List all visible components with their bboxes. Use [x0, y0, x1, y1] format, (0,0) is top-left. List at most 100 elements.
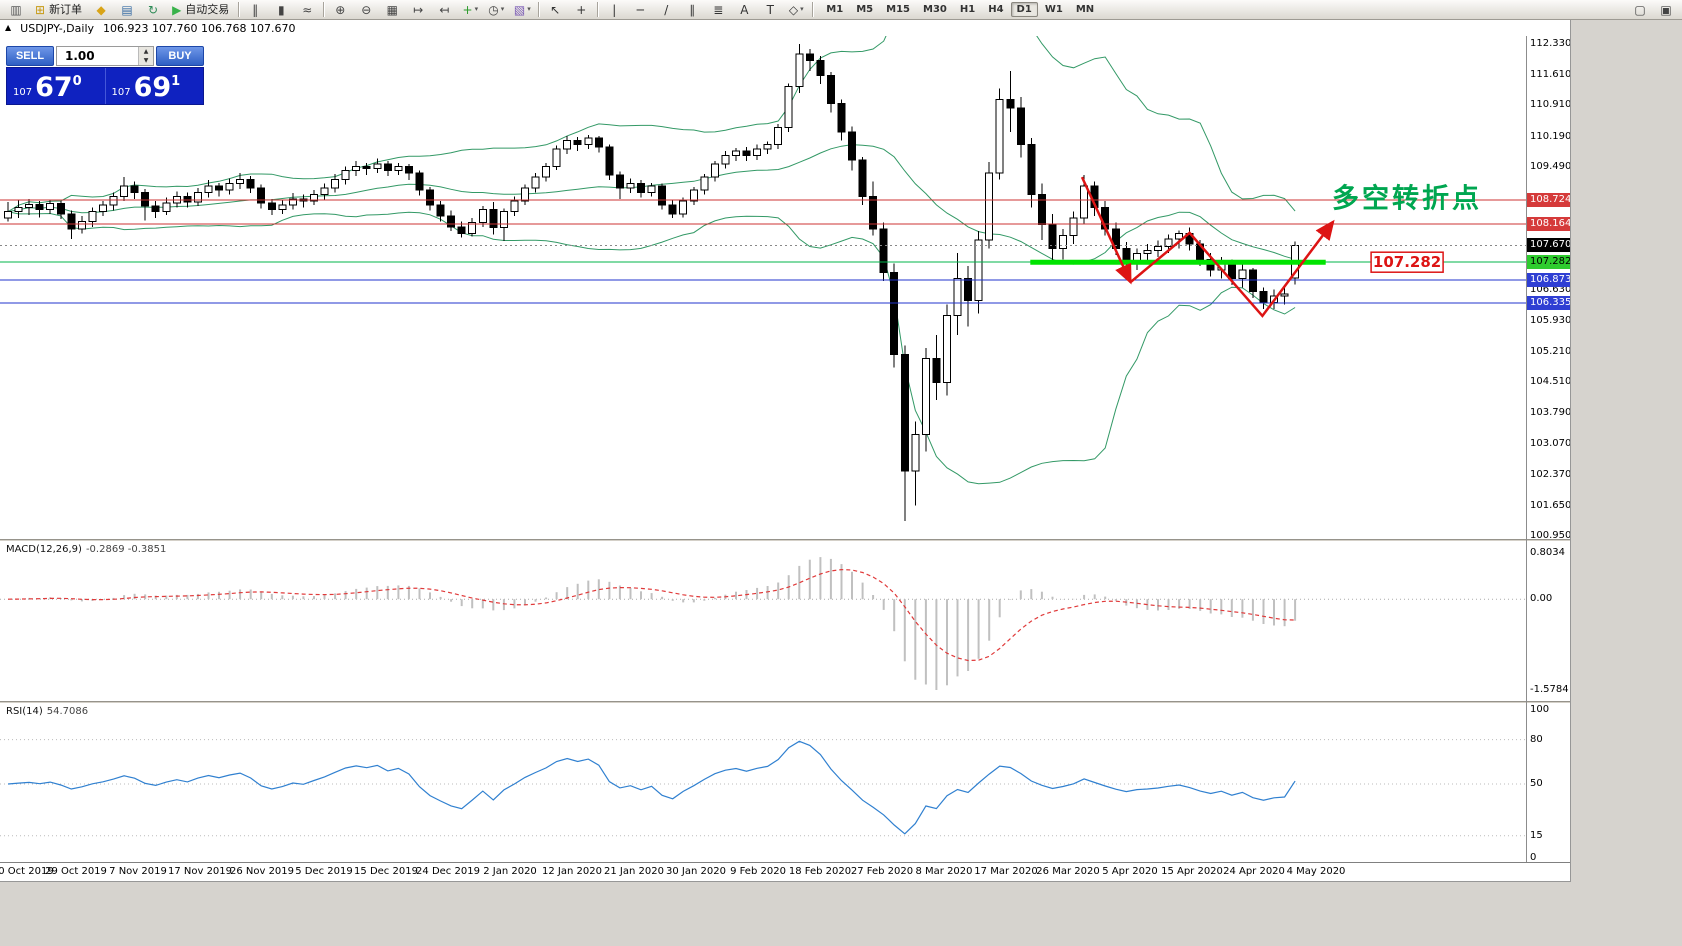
price-tick-104.510: 104.510	[1530, 376, 1571, 388]
new-window-icon[interactable]: ▢	[1627, 0, 1653, 19]
buy-price-big: 69	[133, 72, 172, 103]
price-tick-112.330: 112.330	[1530, 38, 1571, 49]
time-tick: 26 Nov 2019	[229, 866, 295, 877]
timeframe-m15[interactable]: M15	[886, 4, 911, 15]
volume-up-icon[interactable]: ▲	[139, 47, 153, 56]
periods-button[interactable]: ◷ ▾	[483, 0, 509, 19]
line-chart-mode-icon[interactable]: ≈	[294, 0, 320, 19]
timeframe-m5[interactable]: M5	[856, 4, 874, 15]
macd-histogram	[17, 557, 1297, 690]
time-tick: 15 Dec 2019	[354, 866, 418, 877]
templates-button[interactable]: ▧ ▾	[509, 0, 535, 19]
autotrading-glyph: ▶	[172, 2, 182, 17]
channel-icon[interactable]: ∥	[679, 0, 705, 19]
autotrading-button-label: 自动交易	[185, 3, 230, 16]
trendline-icon-glyph: /	[664, 2, 669, 17]
auto-scroll-icon[interactable]: ↦	[405, 0, 431, 19]
time-tick: 9 Feb 2020	[730, 866, 786, 877]
time-tick: 15 Apr 2020	[1161, 866, 1223, 877]
macd-splitter[interactable]	[0, 539, 1570, 542]
zoom-out-icon[interactable]: ⊖	[353, 0, 379, 19]
tile-windows-icon[interactable]: ▦	[379, 0, 405, 19]
buy-button[interactable]: BUY	[156, 46, 204, 66]
metaeditor-icon[interactable]: ◆	[88, 0, 114, 19]
price-tick-103.790: 103.790	[1530, 407, 1571, 419]
price-badge-106.873: 106.873	[1527, 272, 1570, 287]
toolbar-separator	[238, 2, 240, 17]
shapes-button-caret-icon: ▾	[800, 5, 804, 13]
price-badge-108.164: 108.164	[1527, 217, 1570, 232]
crosshair-icon[interactable]: +	[568, 0, 594, 19]
shapes-button[interactable]: ◇ ▾	[783, 0, 809, 19]
rsi-line	[7, 740, 1296, 835]
zoom-in-icon[interactable]: ⊕	[327, 0, 353, 19]
refresh-icon[interactable]: ↻	[140, 0, 166, 19]
bear-candles	[35, 53, 1268, 472]
new-window-icon-glyph: ▢	[1634, 2, 1646, 17]
turning-point-annotation: 多空转折点	[1332, 182, 1482, 214]
buy-price-sup: 1	[171, 74, 181, 89]
zoom-in-icon-glyph: ⊕	[335, 2, 346, 17]
chart-window-icon[interactable]: ▥	[3, 0, 29, 19]
sell-price-big: 67	[35, 72, 73, 103]
macd-signal-line	[7, 568, 1296, 662]
price-tick-105.930: 105.930	[1530, 314, 1571, 326]
sell-price[interactable]: 107 67 0	[7, 68, 105, 104]
label-icon[interactable]: T	[757, 0, 783, 19]
toolbar-separator	[323, 2, 325, 17]
symbol-title: USDJPY-,Daily	[20, 21, 95, 35]
volume-field[interactable]: 1.00 ▲ ▼	[56, 46, 154, 66]
time-tick: 12 Jan 2020	[542, 866, 602, 877]
timeframe-w1[interactable]: W1	[1044, 4, 1063, 15]
timeframe-h4[interactable]: H4	[988, 4, 1004, 15]
text-icon[interactable]: A	[731, 0, 757, 19]
time-tick: 26 Mar 2020	[1036, 866, 1100, 877]
buy-price[interactable]: 107 69 1	[106, 68, 204, 104]
sell-button[interactable]: SELL	[6, 46, 54, 66]
symbol-strip: ▲ USDJPY-,Daily 106.923 107.760 106.768 …	[0, 20, 1570, 36]
vertical-line-icon[interactable]: |	[601, 0, 627, 19]
window-list-icon[interactable]: ▣	[1653, 0, 1679, 19]
time-tick: 8 Mar 2020	[915, 866, 973, 877]
chart-shift-icon[interactable]: ↤	[431, 0, 457, 19]
timeframe-h1[interactable]: H1	[959, 4, 976, 15]
time-tick: 27 Feb 2020	[850, 866, 914, 877]
indicators-button-caret-icon: ▾	[474, 5, 479, 13]
price-tick-111.610: 111.610	[1530, 69, 1571, 81]
price-display: 107 67 0 107 69 1	[6, 67, 204, 105]
timeframe-mn[interactable]: MN	[1075, 4, 1095, 15]
timeframe-d1[interactable]: D1	[1010, 2, 1038, 17]
timeframe-m30[interactable]: M30	[923, 4, 947, 15]
horizontal-line-icon-glyph: ─	[636, 2, 644, 17]
volume-down-icon[interactable]: ▼	[139, 56, 153, 65]
candlestick-mode-icon[interactable]: ▮	[268, 0, 294, 19]
fibonacci-icon[interactable]: ≣	[705, 0, 731, 19]
zoom-out-icon-glyph: ⊖	[361, 2, 372, 17]
autotrading-button[interactable]: ▶ 自动交易	[166, 0, 235, 19]
vertical-line-icon-glyph: |	[612, 2, 617, 17]
new-order-button[interactable]: ⊞ 新订单	[29, 0, 88, 19]
cursor-icon-glyph: ↖	[550, 2, 561, 17]
indicators-button[interactable]: + ▾	[457, 0, 483, 19]
panel-toggle-icon[interactable]: ▲	[5, 23, 12, 32]
time-axis[interactable]: 0 Oct 2019 29 Oct 2019 7 Nov 2019 17 Nov 20…	[0, 862, 1570, 881]
bar-chart-mode-icon-glyph: ‖	[252, 2, 259, 17]
rsi-tick-15: 15	[1530, 829, 1543, 841]
cursor-icon[interactable]: ↖	[542, 0, 568, 19]
horizontal-line-icon[interactable]: ─	[627, 0, 653, 19]
periods-glyph: ◷	[488, 2, 499, 17]
rsi-chart[interactable]	[0, 704, 1526, 861]
timeframe-buttons: M1 M5 M15 M30 H1 H4 D1 W1 MN	[820, 2, 1100, 17]
price-tick-109.490: 109.490	[1530, 160, 1571, 172]
price-tick-110.910: 110.910	[1530, 99, 1571, 111]
timeframe-m1[interactable]: M1	[826, 4, 844, 15]
trendline-icon[interactable]: /	[653, 0, 679, 19]
market-watch-icon[interactable]: ▤	[114, 0, 140, 19]
price-callout-box	[1370, 251, 1444, 273]
macd-chart[interactable]	[0, 542, 1526, 701]
price-badge-106.335: 106.335	[1527, 296, 1570, 311]
volume-spinner: ▲ ▼	[138, 47, 153, 65]
rsi-splitter[interactable]	[0, 701, 1570, 704]
price-chart[interactable]: 多空转折点 107.282	[0, 36, 1526, 539]
bar-chart-mode-icon[interactable]: ‖	[242, 0, 268, 19]
